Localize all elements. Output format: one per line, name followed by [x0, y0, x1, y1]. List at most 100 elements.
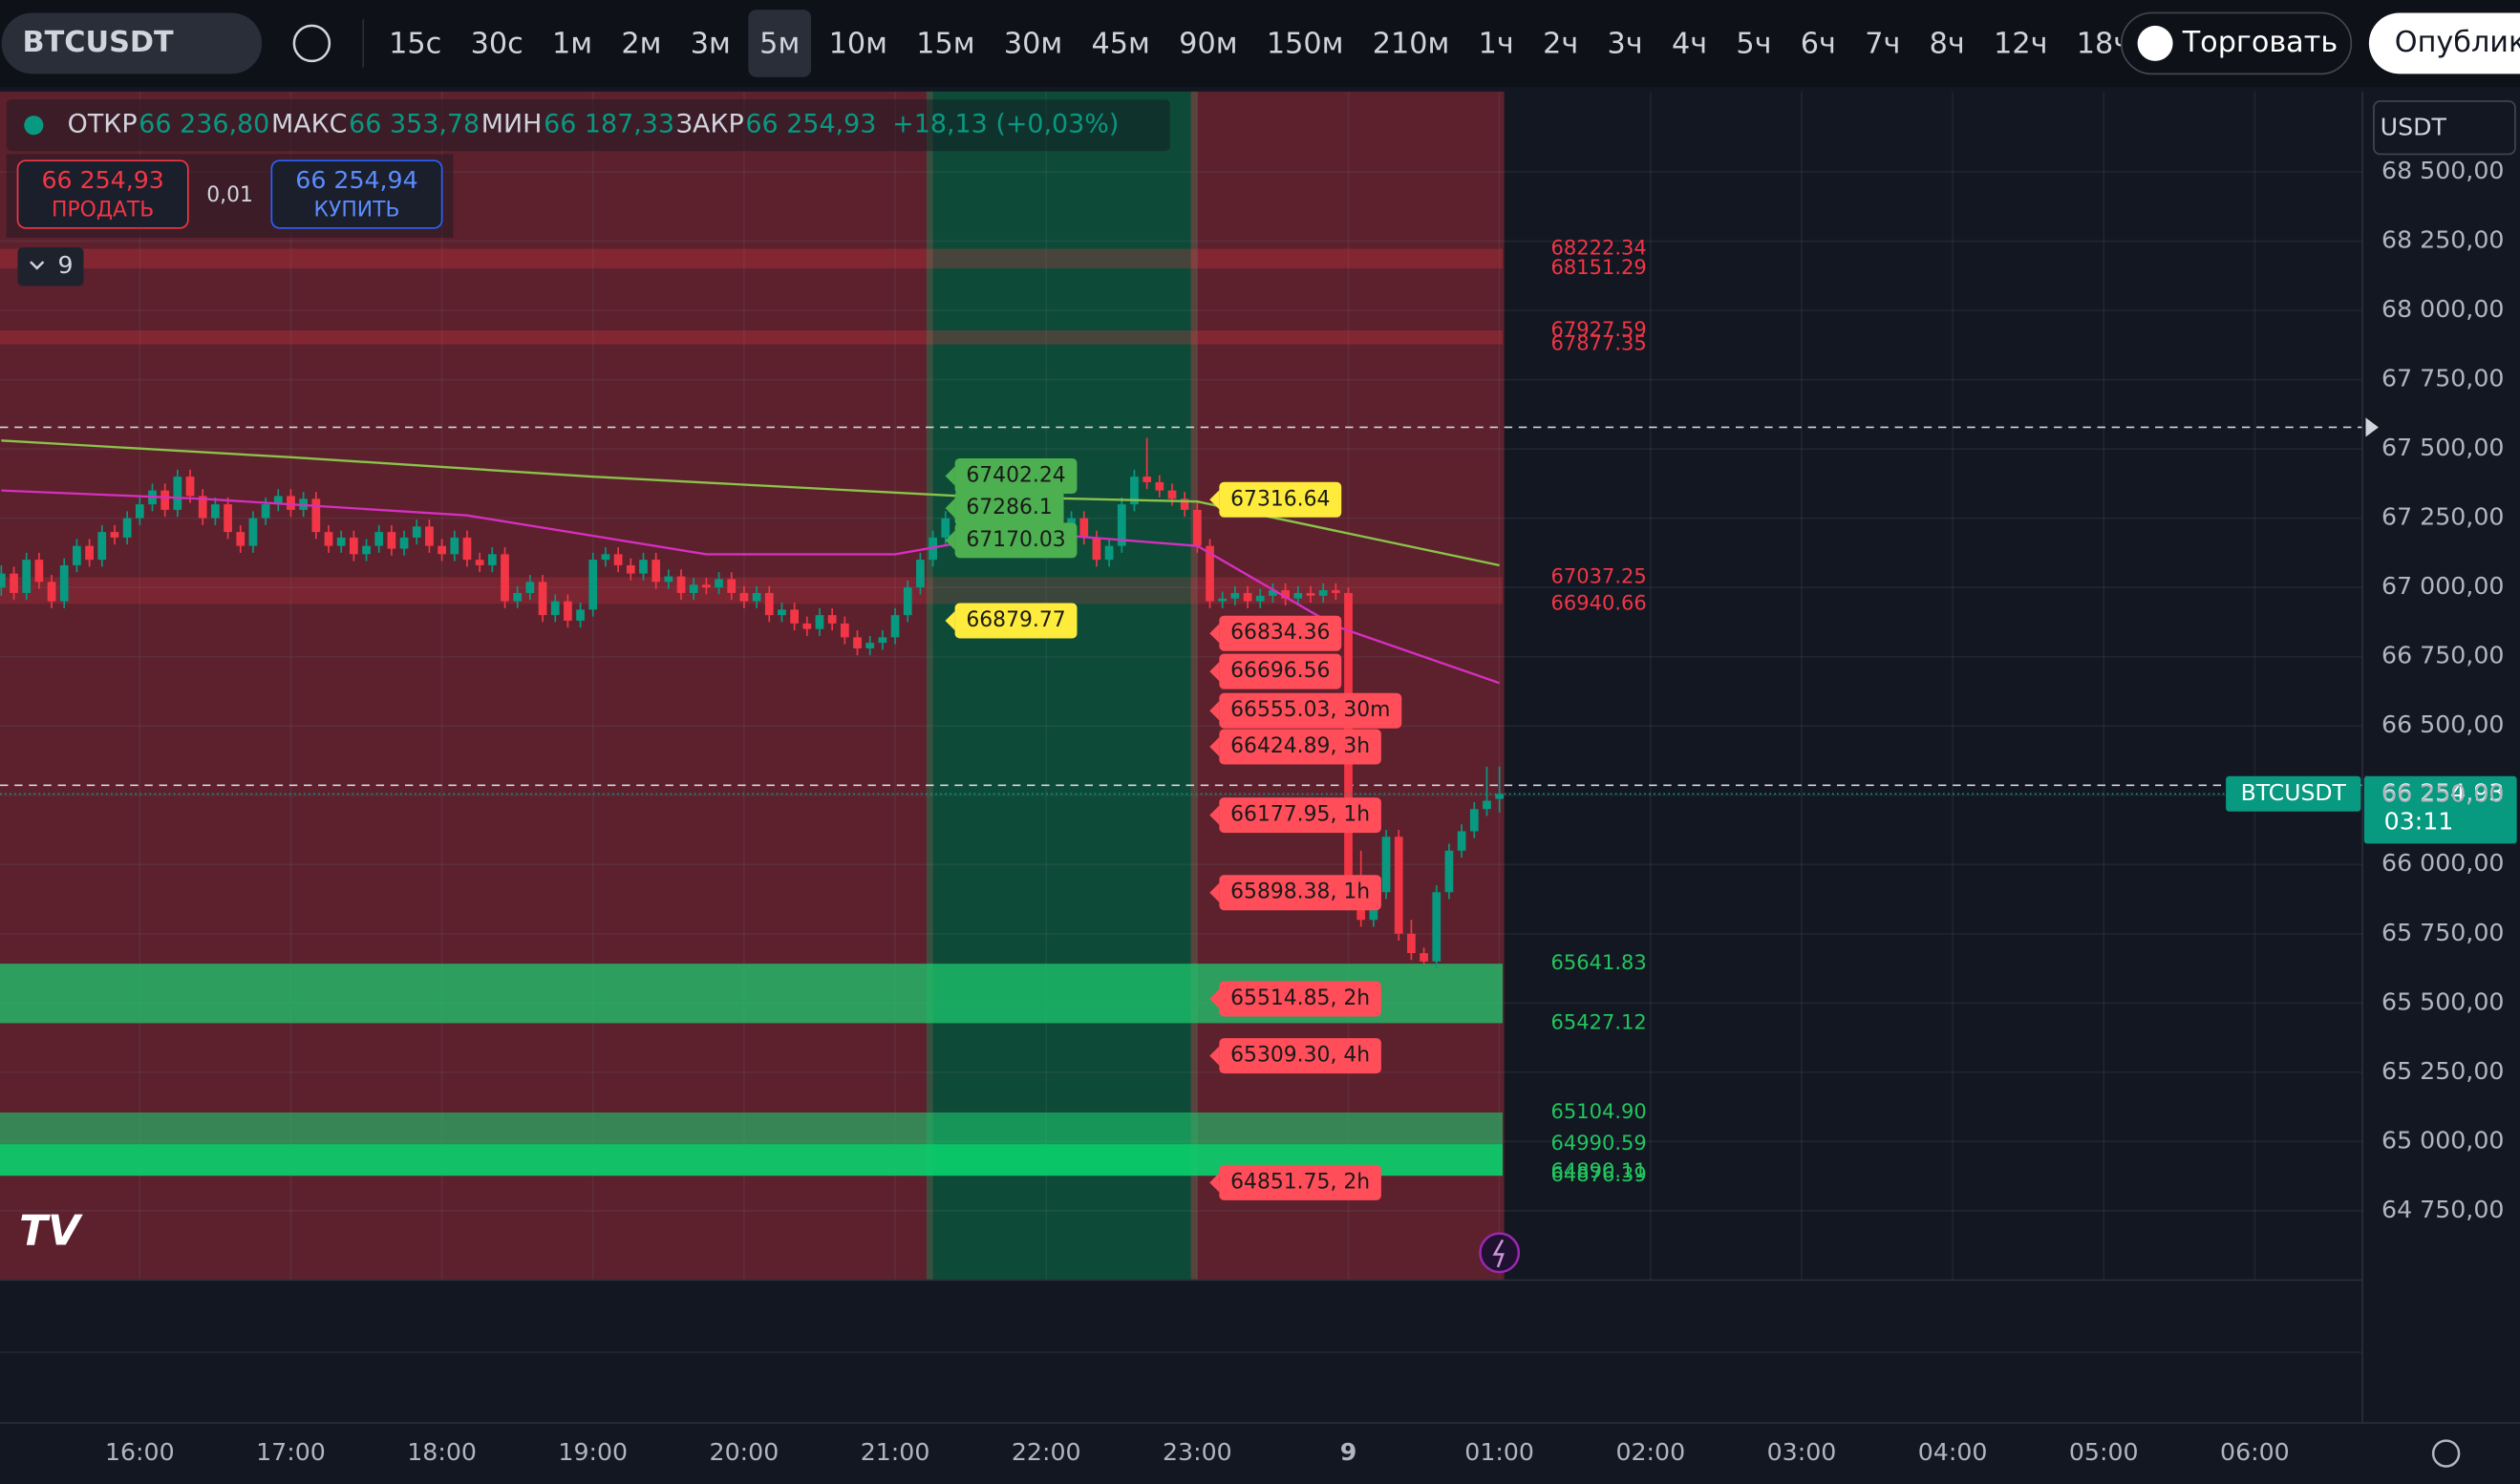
candle-body — [764, 592, 774, 616]
interval-button[interactable]: 30с — [471, 28, 523, 61]
legend-bg — [6, 99, 1170, 152]
x-tick-label: 01:00 — [1464, 1438, 1534, 1466]
y-tick-label: 65 250,00 — [2381, 1057, 2504, 1085]
candle-body — [387, 532, 396, 549]
candle-body — [185, 477, 195, 497]
candle-body — [651, 560, 661, 583]
tag-label: 66696.56 — [1230, 659, 1330, 683]
level-label: 64890.11 — [1551, 1158, 1647, 1182]
candle-body — [664, 576, 673, 583]
interval-button[interactable]: 15с — [389, 28, 441, 61]
interval-button[interactable]: 5м — [759, 28, 800, 61]
interval-button[interactable]: 45м — [1092, 28, 1150, 61]
x-tick-label: 21:00 — [861, 1438, 930, 1466]
candle-body — [1331, 590, 1340, 593]
symbol-button[interactable] — [1, 12, 263, 74]
trade-button[interactable] — [2120, 11, 2353, 75]
interval-button[interactable]: 2ч — [1543, 28, 1578, 61]
countdown: 03:11 — [2384, 808, 2454, 836]
tag-notch — [1209, 805, 1220, 825]
tag-bg — [954, 457, 1078, 494]
tag-bg — [954, 603, 1078, 639]
y-tick-label: 68 500,00 — [2381, 157, 2504, 184]
interval-button[interactable]: 6ч — [1801, 28, 1836, 61]
interval-button[interactable]: 3ч — [1608, 28, 1643, 61]
flash-icon[interactable] — [1479, 1232, 1521, 1274]
candle-body — [1381, 837, 1391, 893]
price-tag: 65309.30, 4h — [1209, 1038, 1381, 1074]
sell-button[interactable] — [16, 159, 189, 229]
tag-notch — [1209, 736, 1220, 757]
candle-body — [1293, 592, 1303, 599]
candle-body — [576, 609, 585, 621]
price-tag: 66177.95, 1h — [1209, 797, 1381, 834]
candle-body — [34, 560, 44, 583]
buy-price: 66 254,94 — [295, 166, 417, 194]
level-arrow — [2365, 417, 2379, 437]
candle-body — [475, 560, 484, 565]
candle-body — [941, 518, 950, 538]
interval-button[interactable]: 1м — [552, 28, 592, 61]
last-price-label: 66 254,93 — [2381, 778, 2504, 806]
x-tick-label: 22:00 — [1012, 1438, 1081, 1466]
interval-button[interactable]: 12ч — [1994, 28, 2047, 61]
candle-body — [1457, 831, 1466, 851]
y-tick-label: 65 500,00 — [2381, 987, 2504, 1015]
legend-high: 66 353,78 — [349, 110, 480, 139]
interval-button[interactable]: 1ч — [1479, 28, 1514, 61]
interval-button[interactable]: 30м — [1004, 28, 1062, 61]
interval-button[interactable]: 7ч — [1865, 28, 1900, 61]
interval-button[interactable]: 90м — [1179, 28, 1237, 61]
status-dot — [24, 116, 44, 136]
tag-label: 67170.03 — [966, 528, 1065, 552]
candle-body — [525, 582, 535, 593]
tag-notch — [1209, 662, 1220, 682]
add-symbol[interactable] — [292, 24, 331, 63]
interval-button[interactable]: 3м — [691, 28, 731, 61]
flash-bolt — [1492, 1239, 1505, 1268]
settings-icon[interactable] — [2431, 1439, 2461, 1468]
interval-button[interactable]: 150м — [1267, 28, 1344, 61]
buy-label: КУПИТЬ — [313, 198, 399, 222]
candle-body — [324, 532, 333, 546]
tag-bg — [954, 490, 1064, 526]
x-tick-label: 17:00 — [256, 1438, 326, 1466]
indicators-toggle[interactable] — [17, 247, 84, 286]
candle-body — [1117, 504, 1126, 546]
candle-body — [702, 584, 711, 588]
interval-button[interactable]: 5ч — [1736, 28, 1771, 61]
buy-button[interactable] — [270, 159, 443, 229]
candle-body — [564, 601, 572, 621]
interval-button[interactable]: 10м — [829, 28, 887, 61]
candle-body — [236, 532, 246, 546]
interval-button[interactable]: 8ч — [1930, 28, 1965, 61]
candle-body — [1180, 498, 1189, 510]
tag-label: 66424.89, 3h — [1230, 734, 1370, 758]
publish-button[interactable] — [2368, 12, 2520, 74]
candle-body — [160, 490, 170, 510]
price-tag: 66834.36 — [1209, 615, 1342, 651]
y-tick-label: 66 250,00 — [2381, 780, 2504, 808]
candle-body — [790, 609, 800, 624]
interval-button[interactable]: 4ч — [1672, 28, 1707, 61]
candle-body — [601, 554, 610, 561]
last-price-tag — [2363, 775, 2517, 844]
x-tick-label: 9 — [1340, 1438, 1357, 1466]
candle-body — [311, 498, 321, 533]
interval-button[interactable]: 15м — [916, 28, 974, 61]
candle-body — [1495, 794, 1505, 799]
price-band — [0, 1112, 1504, 1145]
price-tag: 67402.24 — [945, 457, 1078, 494]
currency-select[interactable] — [2373, 100, 2516, 156]
tag-notch — [1209, 624, 1220, 644]
y-tick-label: 67 750,00 — [2381, 365, 2504, 392]
interval-button[interactable]: 210м — [1373, 28, 1450, 61]
interval-button[interactable]: 2м — [621, 28, 661, 61]
sell-price: 66 254,93 — [41, 166, 163, 194]
currency: USDT — [2381, 114, 2447, 141]
price-tag: 65514.85, 2h — [1209, 981, 1381, 1017]
candle-body — [198, 496, 207, 519]
candle-body — [273, 496, 283, 505]
sell-label: ПРОДАТЬ — [52, 198, 154, 222]
